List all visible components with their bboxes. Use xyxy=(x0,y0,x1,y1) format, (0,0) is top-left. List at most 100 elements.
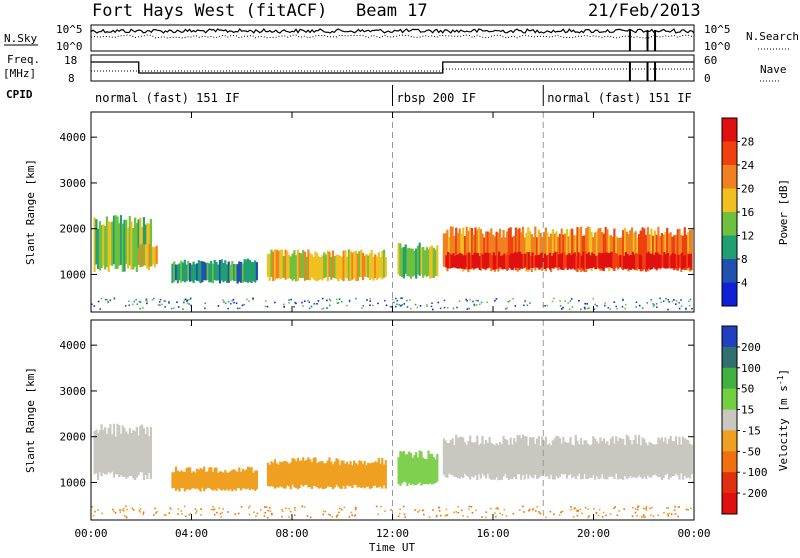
data-cell xyxy=(187,261,190,281)
scatter-point xyxy=(485,516,487,519)
scatter-point xyxy=(308,301,311,303)
data-cell xyxy=(448,253,451,269)
data-cell xyxy=(537,436,540,479)
scatter-point xyxy=(678,506,680,508)
data-cell xyxy=(514,441,518,479)
scatter-point xyxy=(119,509,121,511)
scatter-point xyxy=(288,516,290,518)
data-cell xyxy=(360,461,363,488)
data-cell xyxy=(624,252,627,270)
data-cell xyxy=(372,462,375,487)
data-cell xyxy=(569,437,572,475)
scatter-point xyxy=(232,298,235,301)
data-cell xyxy=(662,441,665,478)
scatter-point xyxy=(393,301,395,304)
data-cell xyxy=(682,255,685,268)
data-cell xyxy=(203,261,206,281)
scatter-point xyxy=(685,307,687,310)
data-cell xyxy=(328,251,331,277)
scatter-point xyxy=(355,297,357,300)
scatter-point xyxy=(570,508,572,511)
data-region xyxy=(93,215,152,273)
scatter-point xyxy=(294,509,296,511)
scatter-point xyxy=(403,513,406,516)
colorbar-tick-label: 8 xyxy=(741,253,748,266)
scatter-point xyxy=(495,298,498,300)
scatter-point xyxy=(583,306,586,309)
colorbar-segment xyxy=(722,472,737,494)
scatter-point xyxy=(190,304,192,307)
scatter-point xyxy=(468,505,471,508)
data-cell xyxy=(615,236,618,268)
scatter-point xyxy=(331,515,334,518)
data-cell xyxy=(651,253,654,270)
data-cell xyxy=(528,437,532,476)
data-cell xyxy=(185,264,188,282)
data-cell xyxy=(567,442,570,476)
scatter-point xyxy=(528,509,530,512)
data-cell xyxy=(312,256,315,280)
data-cell xyxy=(527,227,530,272)
data-cell xyxy=(621,254,624,269)
data-cell xyxy=(211,263,215,284)
data-cell xyxy=(492,252,495,270)
data-cell xyxy=(415,452,418,486)
scatter-point xyxy=(690,507,692,510)
scatter-point xyxy=(660,301,663,303)
data-cell xyxy=(227,472,230,491)
data-cell xyxy=(615,436,618,474)
scatter-point xyxy=(398,304,401,306)
scatter-point xyxy=(97,509,99,511)
data-cell xyxy=(491,255,494,269)
data-cell xyxy=(550,445,553,475)
scatter-point xyxy=(350,511,353,514)
scatter-point xyxy=(675,300,678,302)
data-cell xyxy=(367,255,370,278)
data-cell xyxy=(590,231,593,271)
cpid-segments: normal (fast) 151 IF rbsp 200 IF normal (f… xyxy=(95,85,692,106)
data-cell xyxy=(523,436,526,480)
data-cell xyxy=(543,253,546,269)
data-cell xyxy=(399,243,402,277)
data-cell xyxy=(594,232,597,270)
data-cell xyxy=(125,219,128,264)
data-cell xyxy=(626,254,629,269)
data-cell xyxy=(449,439,452,475)
data-cell xyxy=(307,249,310,280)
data-cell xyxy=(587,443,590,479)
scatter-point xyxy=(395,305,397,308)
data-cell xyxy=(653,230,656,269)
nave-hi-label: 60 xyxy=(704,54,717,67)
data-cell xyxy=(277,250,280,278)
data-cell xyxy=(556,251,559,268)
data-cell xyxy=(319,461,322,488)
scatter-point xyxy=(503,508,506,511)
data-cell xyxy=(196,468,199,489)
data-cell xyxy=(662,234,665,267)
data-cell xyxy=(135,222,138,272)
data-cell xyxy=(447,252,450,269)
scatter-point xyxy=(577,509,580,512)
data-cell xyxy=(553,438,556,480)
data-cell xyxy=(413,455,416,486)
data-cell xyxy=(383,249,386,278)
scatter-point xyxy=(283,305,285,308)
data-cell xyxy=(293,250,296,279)
data-cell xyxy=(252,262,255,282)
data-cell xyxy=(423,250,427,276)
scatter-point xyxy=(145,299,147,302)
freq-trace xyxy=(91,61,694,81)
data-cell xyxy=(593,254,596,268)
scatter-point xyxy=(569,300,572,302)
colorbar-segment xyxy=(722,141,737,166)
data-cell xyxy=(687,231,690,271)
y-tick-label: 1000 xyxy=(60,268,87,281)
data-cell xyxy=(564,255,568,268)
data-cell xyxy=(551,440,554,480)
data-cell xyxy=(296,249,299,281)
cpid-segment-label: rbsp 200 IF xyxy=(397,91,476,105)
scatter-point xyxy=(508,300,511,302)
scatter-point xyxy=(186,300,188,303)
scatter-point xyxy=(584,506,587,509)
scatter-point xyxy=(301,301,303,304)
